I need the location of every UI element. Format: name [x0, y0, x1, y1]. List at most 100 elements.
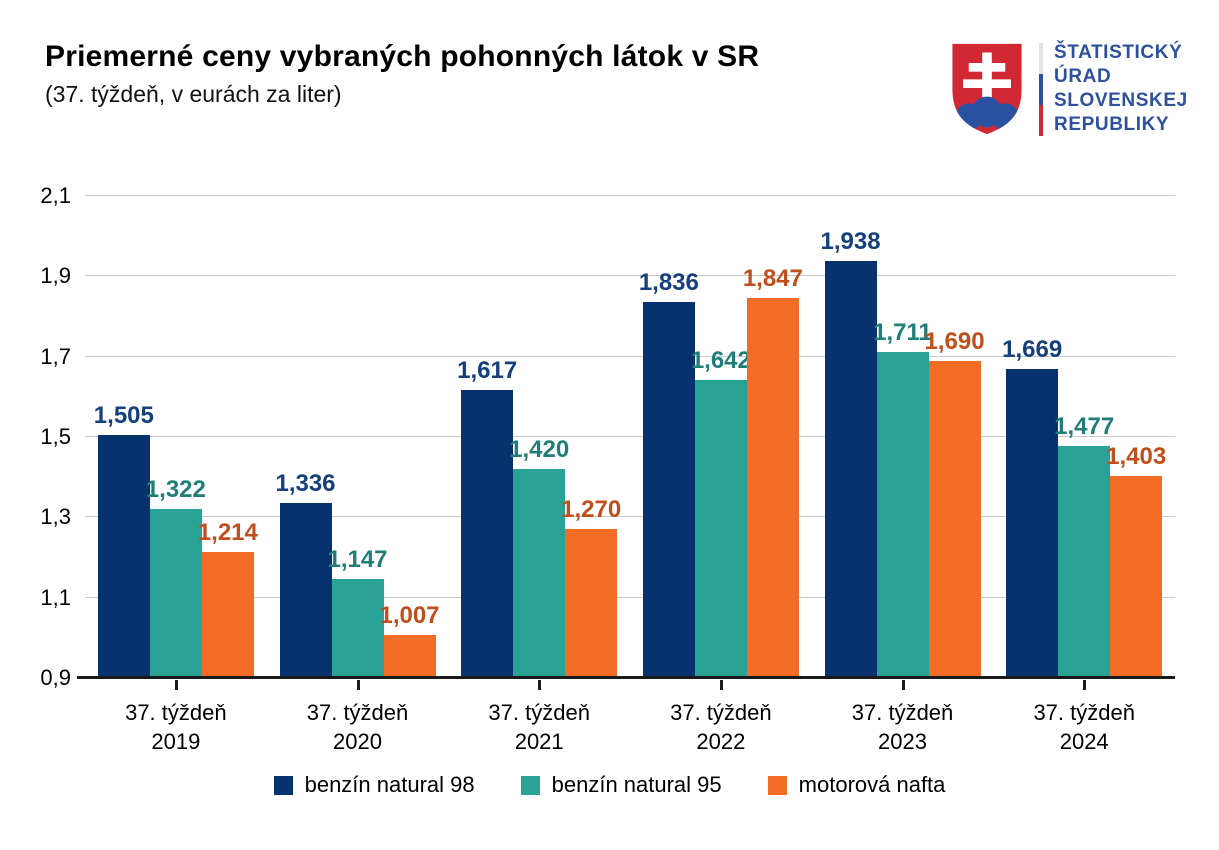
bar-value-label: 1,007 [379, 602, 440, 630]
flag-red-stripe [1039, 105, 1043, 136]
gridline [85, 596, 1175, 598]
y-axis-tick-label: 2,1 [40, 183, 71, 208]
bar-value-label: 1,477 [1054, 413, 1115, 441]
bar-value-label: 1,270 [561, 496, 622, 524]
y-axis-tick-label: 1,9 [40, 263, 71, 289]
gridline [85, 436, 1175, 437]
y-axis-tick-label: 1,5 [40, 424, 71, 449]
bar-benzín-natural-98-2022: 1,836 [639, 269, 699, 678]
bar-group-2021: 1,617 1,420 1,270 [448, 196, 630, 678]
gridline [85, 275, 1175, 277]
bar-group-2023: 1,938 1,711 1,690 [812, 196, 994, 678]
bar-benzín-natural-95-2022: 1,642 [691, 347, 751, 678]
y-axis-tick-label: 1,7 [40, 343, 71, 369]
bar-benzín-natural-98-2019: 1,505 [94, 402, 154, 678]
bar-benzín-natural-95-2019: 1,322 [146, 476, 206, 678]
bar-benzín-natural-98-2021: 1,617 [457, 357, 517, 678]
y-axis-tick-label: 1,1 [40, 584, 71, 610]
x-axis-label-line: 2022 [696, 729, 746, 754]
x-axis-label-line: 37. týždeň [851, 700, 954, 725]
y-axis-tick-label: 1,3 [40, 504, 71, 530]
page-title: Priemerné ceny vybraných pohonných látok… [45, 40, 760, 73]
bar-group-2019: 1,505 1,322 1,214 [85, 196, 267, 678]
x-axis-label-line: 2024 [1059, 729, 1109, 754]
legend-item-benzín-natural-95: benzín natural 95 [520, 772, 722, 798]
legend-swatch-icon [273, 775, 293, 795]
statistical-office-logo: ŠTATISTICKÝ ÚRAD SLOVENSKEJ REPUBLIKY [948, 40, 1188, 137]
legend-label: motorová nafta [798, 772, 946, 797]
x-axis-label-line: 37. týždeň [125, 700, 227, 725]
bar-value-label: 1,690 [924, 327, 985, 355]
bar-value-label: 1,847 [742, 264, 803, 292]
bar-value-label: 1,505 [93, 402, 154, 429]
x-axis-category-label: 37. týždeň 2023 [812, 698, 994, 756]
x-axis-category-label: 37. týždeň 2022 [630, 698, 812, 756]
bar-motorová-nafta-2021: 1,270 [561, 496, 621, 678]
bar-group-2024: 1,669 1,477 1,403 [993, 196, 1175, 678]
bar-benzín-natural-98-2020: 1,336 [275, 470, 336, 678]
bar-value-label: 1,147 [327, 545, 388, 573]
x-axis-tick [1083, 680, 1087, 690]
bar-value-label: 1,669 [1002, 336, 1063, 364]
bar-motorová-nafta-2019: 1,214 [198, 519, 258, 678]
bar-benzín-natural-95-2024: 1,477 [1054, 413, 1114, 678]
logo-text-line: SLOVENSKEJ [1054, 90, 1188, 111]
bar-benzín-natural-98-2024: 1,669 [1002, 336, 1062, 678]
legend: benzín natural 98 benzín natural 95 motoro… [0, 772, 1219, 798]
bar-value-label: 1,322 [145, 475, 206, 503]
bar-value-label: 1,336 [275, 469, 336, 497]
bar-value-label: 1,711 [873, 319, 932, 347]
x-axis-label-line: 37. týždeň [306, 700, 409, 725]
legend-swatch-icon [767, 775, 787, 795]
x-axis-category-label: 37. týždeň 2021 [448, 698, 630, 756]
logo-text: ŠTATISTICKÝ ÚRAD SLOVENSKEJ REPUBLIKY [1054, 41, 1188, 137]
gridline [85, 516, 1175, 518]
x-axis-label-line: 2020 [333, 729, 382, 754]
bar-value-label: 1,642 [690, 346, 751, 374]
flag-divider [1039, 43, 1043, 136]
bar-groups: 1,505 1,322 1,214 1,336 1,147 1,007 1,617 1,420… [85, 196, 1175, 678]
flag-blue-stripe [1039, 74, 1043, 105]
x-axis-label-line: 2019 [151, 729, 201, 754]
bar-benzín-natural-95-2021: 1,420 [509, 436, 569, 678]
x-axis-label-line: 37. týždeň [670, 700, 772, 725]
bar-value-label: 1,214 [197, 518, 258, 546]
bar-value-label: 1,617 [457, 357, 518, 385]
x-axis-labels: 37. týždeň 2019 37. týždeň 2020 37. týždeň 20… [85, 698, 1175, 756]
bar-benzín-natural-95-2023: 1,711 [873, 319, 932, 678]
flag-white-stripe [1039, 43, 1043, 74]
legend-label: benzín natural 95 [551, 772, 722, 797]
bar-value-label: 1,420 [509, 436, 570, 464]
x-axis-line [77, 676, 1175, 679]
bar-value-label: 1,836 [638, 269, 699, 297]
bar-motorová-nafta-2023: 1,690 [924, 328, 985, 678]
bar-value-label: 1,938 [820, 228, 881, 256]
x-axis-tick [356, 680, 360, 690]
bar-group-2022: 1,836 1,642 1,847 [630, 196, 812, 678]
x-axis-label-line: 37. týždeň [1033, 700, 1135, 725]
bar-motorová-nafta-2020: 1,007 [379, 602, 440, 678]
x-axis-tick [174, 680, 178, 690]
bar-motorová-nafta-2022: 1,847 [743, 265, 803, 678]
logo-text-line: ÚRAD [1054, 66, 1112, 87]
y-axis-tick-label: 0,9 [40, 665, 71, 690]
x-axis-label-line: 2021 [514, 729, 564, 754]
bar-benzín-natural-95-2020: 1,147 [327, 546, 388, 678]
legend-item-motorová-nafta: motorová nafta [767, 772, 946, 798]
plot-area: 0,9 1,1 1,3 1,5 1,7 1,9 2,1 1,505 1,322 1,214 1,33… [40, 183, 1175, 690]
bar-benzín-natural-98-2023: 1,938 [820, 228, 881, 678]
x-axis-tick [719, 680, 723, 690]
x-axis-category-label: 37. týždeň 2020 [267, 698, 449, 756]
x-axis-tick [538, 680, 542, 690]
header: Priemerné ceny vybraných pohonných látok… [45, 40, 759, 108]
x-axis-tick [901, 680, 905, 690]
bar-value-label: 1,403 [1106, 442, 1167, 470]
x-axis-label-line: 37. týždeň [488, 700, 590, 725]
logo-text-line: REPUBLIKY [1054, 114, 1170, 135]
bar-group-2020: 1,336 1,147 1,007 [267, 196, 449, 678]
legend-item-benzín-natural-98: benzín natural 98 [273, 772, 475, 798]
x-axis-category-label: 37. týždeň 2024 [993, 698, 1175, 756]
x-axis-category-label: 37. týždeň 2019 [85, 698, 267, 756]
gridline [85, 355, 1175, 357]
